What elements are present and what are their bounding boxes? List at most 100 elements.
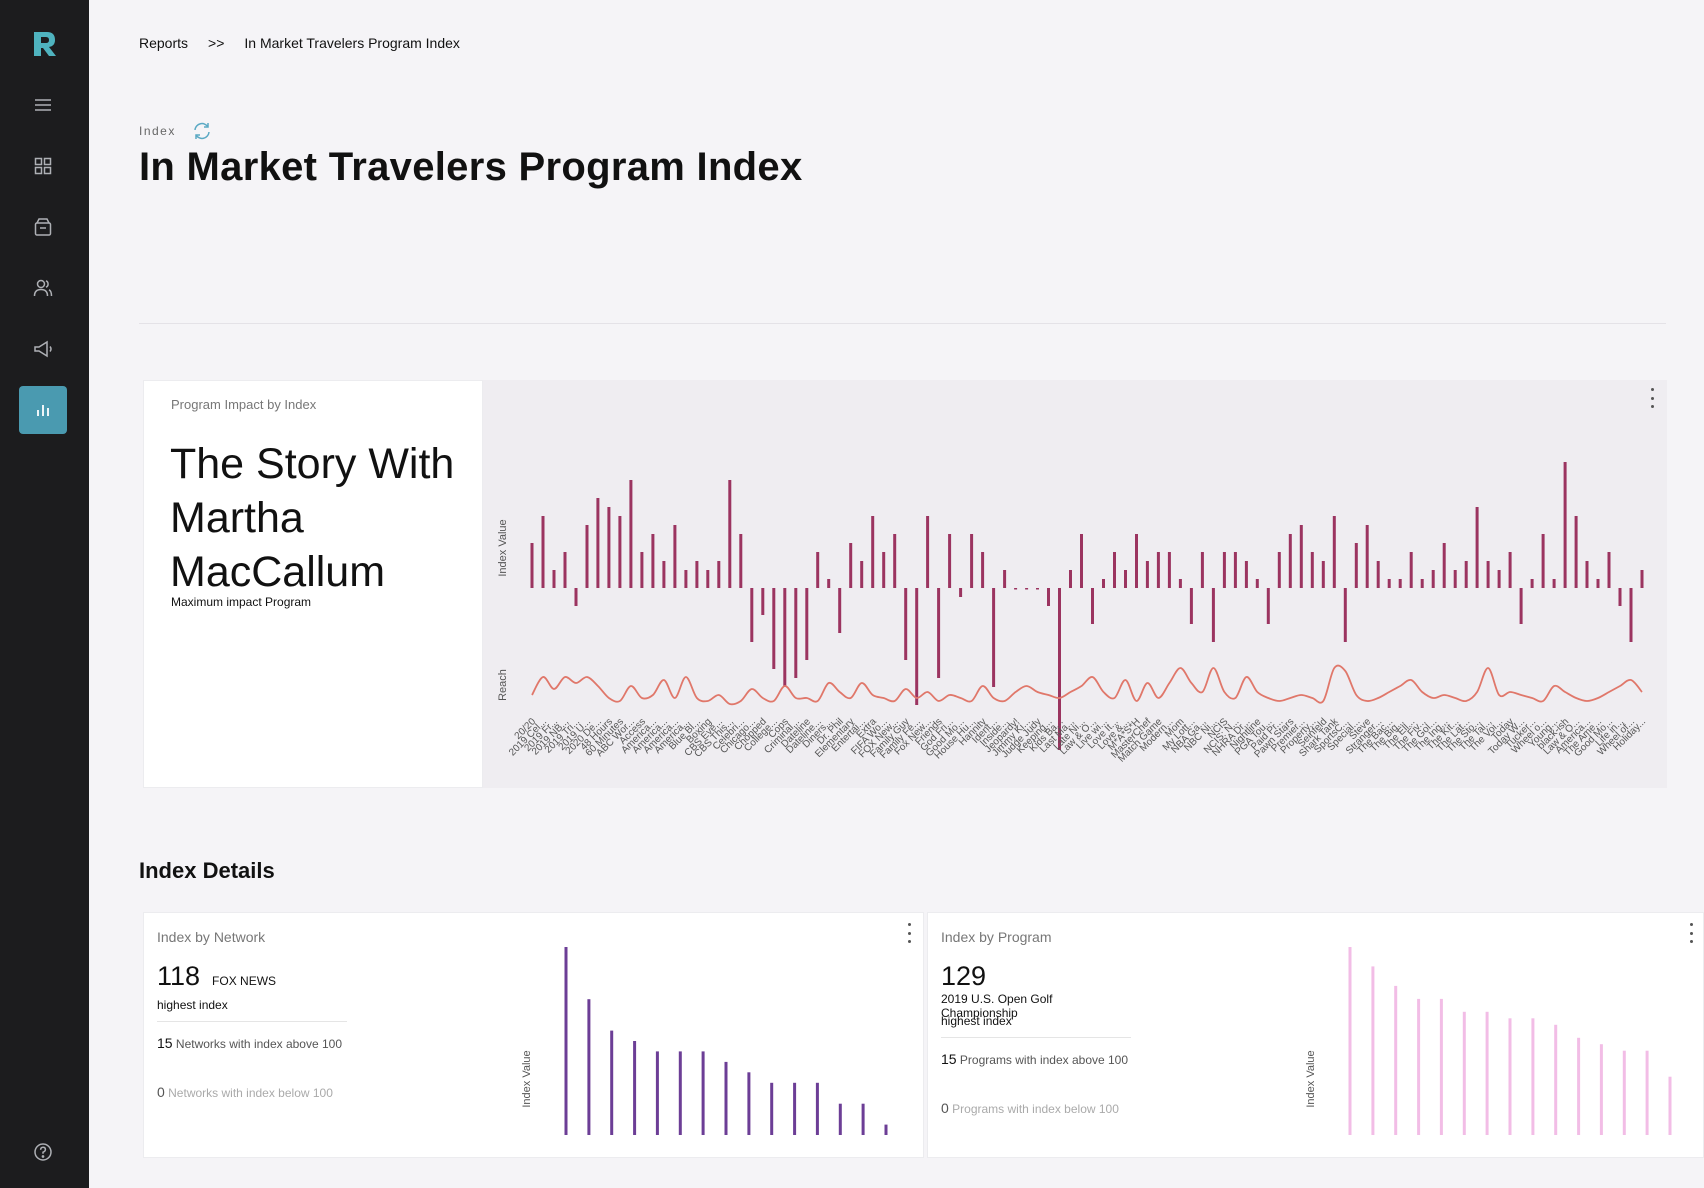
network-index-bar[interactable] [747,1072,751,1135]
index-bar[interactable] [1508,552,1512,588]
index-bar[interactable] [1069,570,1072,588]
index-bar[interactable] [1475,507,1479,588]
index-bar[interactable] [1563,462,1567,588]
network-index-bar[interactable] [587,999,591,1135]
index-bar[interactable] [1113,552,1116,588]
program-index-bar[interactable] [1485,1011,1489,1135]
index-bar[interactable] [937,588,941,678]
program-index-bar[interactable] [1622,1050,1626,1135]
index-bar[interactable] [684,570,688,588]
index-bar[interactable] [1277,552,1281,588]
index-bar[interactable] [1398,579,1402,588]
index-bar[interactable] [1310,552,1314,588]
network-index-bar[interactable] [610,1030,614,1135]
sidebar-item-audiences[interactable] [19,264,67,312]
index-bar[interactable] [739,534,743,588]
index-bar[interactable] [585,525,589,588]
index-bar[interactable] [717,561,721,588]
network-index-bar[interactable] [724,1061,728,1135]
program-index-bar[interactable] [1371,966,1375,1135]
menu-button[interactable] [19,81,67,129]
index-bar[interactable] [1596,579,1600,588]
index-bar[interactable] [1255,579,1259,588]
index-bar[interactable] [1266,588,1270,624]
index-bar[interactable] [827,579,831,588]
index-bar[interactable] [1497,570,1501,588]
index-bar[interactable] [1167,552,1171,588]
index-bar[interactable] [1014,588,1018,590]
index-bar[interactable] [1486,561,1490,588]
index-bar[interactable] [1156,552,1160,588]
index-bar[interactable] [695,561,699,588]
sidebar-item-reports[interactable] [19,386,67,434]
index-bar[interactable] [794,588,798,678]
index-bar[interactable] [607,507,611,588]
index-bar[interactable] [1244,561,1248,588]
index-bar[interactable] [673,525,677,588]
index-bar[interactable] [662,561,666,588]
index-bar[interactable] [981,552,985,588]
index-bar[interactable] [1376,561,1380,588]
index-bar[interactable] [970,534,974,588]
logo-icon[interactable] [32,30,58,58]
index-bar[interactable] [882,552,886,588]
index-bar[interactable] [1189,588,1193,624]
index-bar[interactable] [1025,588,1029,590]
index-bar[interactable] [805,588,809,660]
network-index-bar[interactable] [678,1051,682,1135]
program-index-bar[interactable] [1531,1018,1535,1135]
program-index-bar[interactable] [1645,1050,1649,1135]
index-bar[interactable] [1211,588,1215,642]
index-bar[interactable] [871,516,875,588]
sidebar-item-campaigns[interactable] [19,325,67,373]
sidebar-item-inbox[interactable] [19,203,67,251]
index-bar[interactable] [750,588,754,642]
sidebar-item-dashboard[interactable] [19,142,67,190]
network-index-bar[interactable] [633,1041,637,1135]
program-index-bar[interactable] [1462,1011,1466,1135]
index-bar[interactable] [1640,570,1644,588]
index-bar[interactable] [1124,570,1127,588]
refresh-icon[interactable] [191,120,213,142]
network-index-bar[interactable] [884,1124,888,1135]
index-bar[interactable] [1453,570,1457,588]
index-bar[interactable] [1102,579,1105,588]
index-bar[interactable] [926,516,930,588]
network-index-bar[interactable] [770,1082,774,1135]
breadcrumb-reports-link[interactable]: Reports [139,35,189,51]
index-bar[interactable] [1145,561,1149,588]
index-bar[interactable] [1178,579,1182,588]
index-bar[interactable] [651,534,655,588]
index-bar[interactable] [1288,534,1292,588]
index-bar[interactable] [1222,552,1226,588]
index-bar[interactable] [1343,588,1347,642]
index-bar[interactable] [530,543,534,588]
program-index-bar[interactable] [1554,1024,1558,1135]
program-index-bar[interactable] [1508,1018,1512,1135]
index-bar[interactable] [541,516,545,588]
index-bar[interactable] [629,480,633,588]
program-index-bar[interactable] [1599,1044,1603,1135]
index-bar[interactable] [1431,570,1435,588]
network-index-bar[interactable] [793,1082,797,1135]
index-bar[interactable] [1552,579,1556,588]
index-bar[interactable] [1618,588,1622,606]
index-bar[interactable] [1519,588,1523,624]
network-index-bar[interactable] [564,947,568,1135]
index-bar[interactable] [1091,588,1094,624]
main-chart-more-button[interactable] [1649,388,1655,408]
index-bar[interactable] [1058,588,1061,750]
index-bar[interactable] [959,588,963,597]
index-bar[interactable] [1200,552,1204,588]
index-bar[interactable] [706,570,710,588]
program-index-bar[interactable] [1394,985,1398,1135]
network-index-bar[interactable] [701,1051,705,1135]
index-bar[interactable] [1442,543,1446,588]
network-index-bar[interactable] [838,1103,842,1135]
index-bar[interactable] [761,588,765,615]
index-bar[interactable] [1332,516,1336,588]
index-bar[interactable] [1003,570,1007,588]
index-bar[interactable] [1530,579,1534,588]
index-bar[interactable] [1233,552,1237,588]
program-card-more-button[interactable] [1688,923,1694,943]
